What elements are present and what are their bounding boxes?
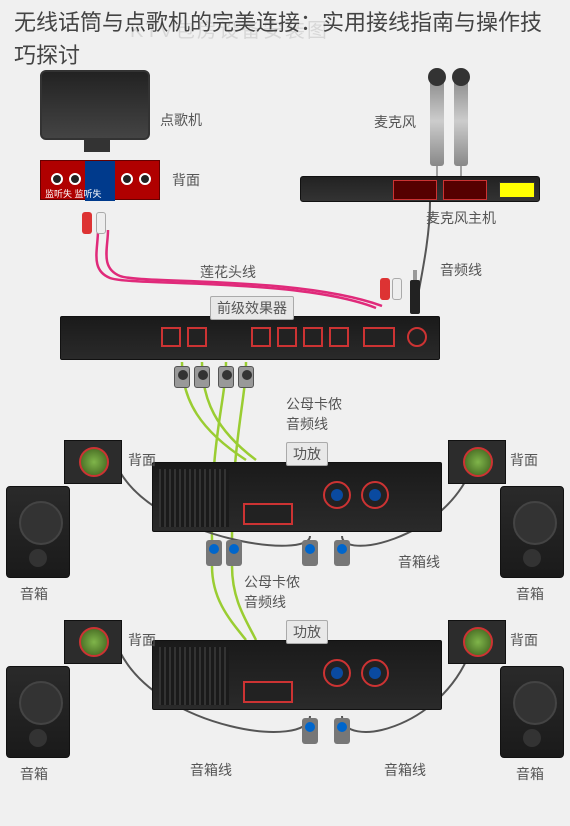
speaker-cable-label-2r: 音箱线 — [384, 760, 426, 780]
speaker-l1 — [6, 486, 70, 578]
amp-label-1: 功放 — [286, 442, 328, 466]
back-label-1: 背面 — [172, 170, 200, 190]
speaker-label-r1: 音箱 — [516, 584, 544, 604]
speaker-r2 — [500, 666, 564, 758]
mic-host-label: 麦克风主机 — [426, 208, 496, 228]
mic-label: 麦克风 — [374, 112, 416, 132]
microphone-2 — [454, 76, 468, 166]
speaker-back-r2 — [448, 620, 506, 664]
amplifier-2 — [152, 640, 442, 710]
speaker-back-r1 — [448, 440, 506, 484]
amp-label-2: 功放 — [286, 620, 328, 644]
karaoke-label: 点歌机 — [160, 110, 202, 130]
speaker-l2 — [6, 666, 70, 758]
preamp-device — [60, 316, 440, 360]
xlr-cable-label-2: 公母卡侬 音频线 — [244, 572, 300, 612]
back-label-r1: 背面 — [510, 450, 538, 470]
speaker-back-l1 — [64, 440, 122, 484]
rca-connectors — [82, 208, 116, 238]
speaker-r1 — [500, 486, 564, 578]
page-title: 无线话筒与点歌机的完美连接：实用接线指南与操作技巧探讨 — [14, 6, 554, 72]
amplifier-1 — [152, 462, 442, 532]
audio-jack — [410, 280, 420, 314]
karaoke-monitor — [40, 70, 150, 140]
speaker-cable-label-2l: 音箱线 — [190, 760, 232, 780]
speaker-back-l2 — [64, 620, 122, 664]
lotus-cable-label: 莲花头线 — [200, 262, 256, 282]
audio-cable-label: 音频线 — [440, 260, 482, 280]
karaoke-back-panel: 监听失 监听失 — [40, 160, 160, 200]
mic-receiver — [300, 176, 540, 202]
back-label-r2: 背面 — [510, 630, 538, 650]
xlr-cable-label-1: 公母卡侬 音频线 — [286, 394, 342, 434]
back-label-l1: 背面 — [128, 450, 156, 470]
back-label-l2: 背面 — [128, 630, 156, 650]
speaker-label-r2: 音箱 — [516, 764, 544, 784]
microphone-1 — [430, 76, 444, 166]
preamp-label: 前级效果器 — [210, 296, 294, 320]
speaker-label-l2: 音箱 — [20, 764, 48, 784]
speaker-cable-label-1: 音箱线 — [398, 552, 440, 572]
speaker-label-l1: 音箱 — [20, 584, 48, 604]
